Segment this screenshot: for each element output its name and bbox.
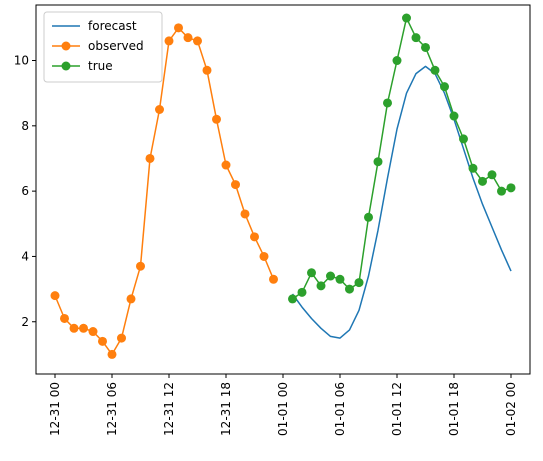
- data-point-observed: [155, 104, 164, 114]
- data-point-observed: [117, 333, 126, 343]
- data-point-true: [316, 281, 326, 291]
- data-point-true: [326, 271, 335, 281]
- y-tick-label: 6: [21, 184, 29, 198]
- x-tick-label: 12-31 06: [105, 382, 119, 436]
- y-tick-label: 4: [21, 249, 29, 263]
- data-point-observed: [164, 36, 174, 46]
- data-point-true: [506, 183, 516, 193]
- data-point-observed: [60, 313, 69, 323]
- data-point-observed: [98, 336, 107, 346]
- x-axis: 12-31 00 12-31 06 12-31 12 12-31 18 01-01 00…: [48, 374, 518, 436]
- y-tick-label: 2: [21, 315, 29, 329]
- data-point-true: [392, 56, 402, 66]
- x-tick-label: 01-01 18: [447, 382, 461, 436]
- data-point-observed: [259, 251, 269, 261]
- data-point-true: [478, 176, 487, 186]
- data-point-observed: [269, 274, 278, 284]
- data-point-true: [402, 13, 411, 23]
- x-tick-label: 01-01 12: [390, 382, 404, 436]
- data-point-true: [497, 186, 506, 196]
- data-point-true: [364, 212, 373, 222]
- data-point-observed: [212, 114, 221, 124]
- data-point-observed: [231, 180, 240, 190]
- data-point-observed: [221, 160, 231, 170]
- x-tick-label: 12-31 00: [48, 382, 62, 436]
- y-tick-label: 10: [14, 54, 29, 68]
- data-point-observed: [50, 291, 60, 301]
- data-point-true: [430, 65, 440, 75]
- x-tick-label: 01-01 06: [333, 382, 347, 436]
- data-point-true: [487, 170, 497, 180]
- x-tick-label: 01-01 00: [276, 382, 290, 436]
- data-point-observed: [79, 323, 88, 333]
- legend: forecast observed true: [43, 11, 163, 83]
- data-point-observed: [136, 261, 145, 271]
- data-point-true: [468, 163, 478, 173]
- data-point-observed: [126, 294, 136, 304]
- data-point-observed: [174, 23, 183, 33]
- data-point-observed: [69, 323, 79, 333]
- data-point-true: [449, 111, 459, 121]
- data-point-true: [421, 42, 430, 52]
- legend-marker-observed: [61, 41, 71, 51]
- data-point-observed: [250, 232, 259, 242]
- data-point-observed: [107, 349, 117, 359]
- legend-label-forecast: forecast: [88, 19, 137, 33]
- data-point-true: [373, 157, 383, 167]
- y-axis: 2 4 6 8 10: [14, 54, 36, 329]
- series-line-forecast: [291, 65, 512, 339]
- x-tick-label: 12-31 18: [219, 382, 233, 436]
- series-layer: [50, 13, 516, 359]
- data-point-true: [440, 82, 449, 92]
- data-point-true: [345, 284, 354, 294]
- data-point-observed: [240, 209, 250, 219]
- data-point-observed: [193, 36, 202, 46]
- data-point-true: [459, 134, 468, 144]
- data-point-observed: [88, 327, 98, 337]
- data-point-observed: [145, 153, 155, 163]
- data-point-true: [411, 33, 421, 43]
- data-point-true: [288, 294, 297, 304]
- x-tick-label: 01-02 00: [504, 382, 518, 436]
- legend-label-true: true: [88, 59, 113, 73]
- x-tick-label: 12-31 12: [162, 382, 176, 436]
- legend-marker-true: [61, 61, 71, 71]
- legend-label-observed: observed: [88, 39, 144, 53]
- legend-box: [43, 11, 163, 83]
- data-point-true: [354, 278, 364, 288]
- y-tick-label: 8: [21, 119, 29, 133]
- series-line-true: [292, 17, 512, 300]
- data-point-observed: [202, 65, 212, 75]
- data-point-true: [383, 98, 392, 108]
- data-point-true: [297, 287, 307, 297]
- data-point-true: [307, 268, 316, 278]
- data-point-observed: [183, 33, 193, 43]
- data-point-true: [335, 274, 345, 284]
